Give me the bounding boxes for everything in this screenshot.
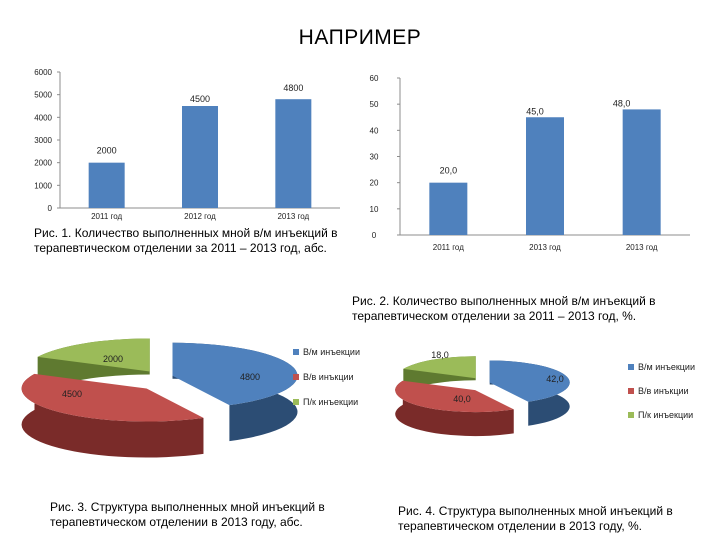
x-tick-label: 2012 год	[184, 212, 216, 221]
legend-swatch	[293, 374, 299, 380]
caption-fig1: Рис. 1. Количество выполненных мной в/м …	[34, 226, 338, 255]
pie-chart-absolute: 4800 4500 2000 В/м инъекции В/в инъкции П/к и…	[21, 338, 360, 458]
y-tick-label: 20	[370, 179, 379, 188]
legend-entry: П/к инъекции	[303, 397, 358, 407]
pie-slice	[172, 342, 298, 406]
data-label: 18,0	[431, 350, 449, 360]
legend-swatch	[628, 364, 634, 370]
y-tick-label: 50	[370, 100, 379, 109]
data-label: 45,0	[526, 106, 544, 116]
x-tick-label: 2011 год	[91, 212, 122, 221]
y-tick-label: 4000	[34, 113, 52, 122]
data-label: 20,0	[440, 166, 458, 176]
bar-chart-absolute: 0 1000 2000 3000 4000 5000 6000 2000 2011 год 450…	[34, 68, 340, 221]
data-label: 40,0	[453, 394, 471, 404]
page-title: НАПРИМЕР	[298, 26, 422, 49]
data-label: 4800	[283, 83, 303, 93]
y-tick-label: 2000	[34, 159, 52, 168]
bar	[622, 109, 661, 235]
bar-chart-percent: 0 10 20 30 40 50 60 20,0 2011 год 45,0 2013 год 48,…	[370, 74, 690, 252]
pie-slice-side	[21, 373, 204, 458]
data-label: 42,0	[546, 374, 564, 384]
y-tick-label: 6000	[34, 68, 52, 77]
y-tick-label: 5000	[34, 91, 52, 100]
bar	[526, 117, 564, 235]
y-tick-label: 1000	[34, 181, 52, 190]
y-tick-label: 3000	[34, 136, 52, 145]
bar	[429, 182, 468, 235]
pie-chart-percent: 42,0 40,0 18,0 В/м инъекции В/в инъкции П/к и…	[395, 350, 695, 437]
data-label: 4500	[190, 94, 210, 104]
bar	[182, 106, 218, 208]
data-label: 4500	[62, 389, 82, 399]
data-label: 4800	[240, 372, 260, 382]
caption-fig4: Рис. 4. Структура выполненных мной инъек…	[398, 504, 673, 533]
bar	[275, 99, 312, 208]
pie-slice	[403, 356, 476, 379]
legend-entry: В/м инъекции	[303, 347, 360, 357]
pie-slice	[37, 338, 150, 372]
legend-entry: П/к инъекции	[638, 410, 693, 420]
legend-entry: В/м инъекции	[638, 362, 695, 372]
y-tick-label: 40	[370, 126, 379, 135]
caption-fig2: Рис. 2. Количество выполненных мной в/м …	[352, 294, 656, 323]
data-label: 48,0	[613, 98, 631, 108]
legend-swatch	[293, 399, 299, 405]
pie-slice-side	[395, 380, 514, 437]
data-label: 2000	[103, 354, 123, 364]
data-label: 2000	[97, 146, 117, 156]
y-tick-label: 30	[370, 153, 379, 162]
bar	[88, 162, 125, 208]
y-tick-label: 0	[372, 231, 377, 240]
x-tick-label: 2011 год	[433, 243, 464, 252]
legend-swatch	[293, 349, 299, 355]
pie-slice	[489, 360, 570, 402]
y-tick-label: 10	[370, 205, 379, 214]
legend-entry: В/в инъкции	[303, 372, 354, 382]
x-tick-label: 2013 год	[277, 212, 309, 221]
x-tick-label: 2013 год	[529, 243, 561, 252]
legend-swatch	[628, 412, 634, 418]
pie-slice	[21, 373, 204, 422]
legend-entry: В/в инъкции	[638, 386, 689, 396]
y-tick-label: 0	[48, 204, 53, 213]
x-tick-label: 2013 год	[626, 243, 658, 252]
y-tick-label: 60	[370, 74, 379, 83]
pie-slice	[395, 380, 514, 413]
legend-swatch	[628, 388, 634, 394]
caption-fig3: Рис. 3. Структура выполненных мной инъек…	[50, 500, 325, 529]
